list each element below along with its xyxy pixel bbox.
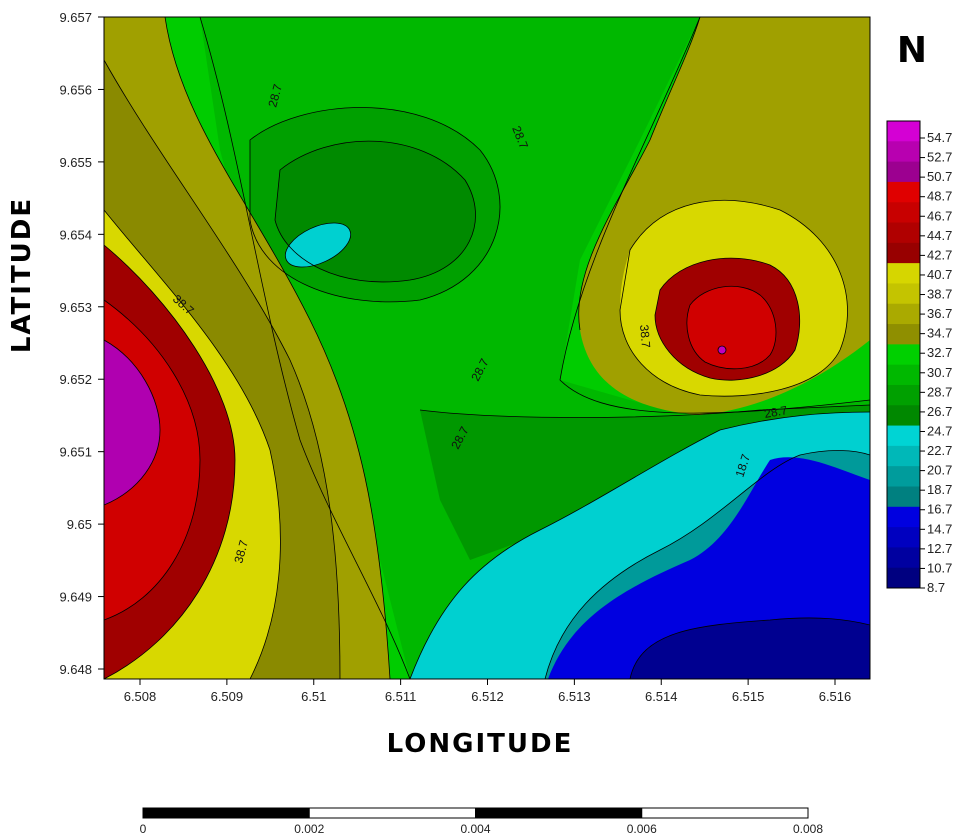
contour-label: 38.7 [637,324,653,349]
legend-swatch [887,486,920,508]
navy-band [630,617,870,679]
legend-swatch [887,547,920,569]
legend-swatch [887,242,920,264]
y-tick-label: 9.648 [59,662,92,677]
legend-swatch [887,506,920,528]
cyan-low-spot [284,222,352,268]
x-tick-label: 6.514 [645,689,678,704]
legend-swatch [887,466,920,487]
legend-label: 10.7 [927,560,952,575]
x-tick-label: 6.513 [558,689,591,704]
scale-bar-segment [308,807,476,819]
legend-swatch [887,202,920,224]
y-tick-label: 9.649 [59,590,92,605]
legend-label: 20.7 [927,463,952,478]
legend-swatch [887,527,920,548]
x-tick-label: 6.509 [211,689,244,704]
legend-swatch [887,222,920,244]
legend-swatch [887,141,920,163]
legend-label: 22.7 [927,443,952,458]
legend-label: 50.7 [927,169,952,184]
x-tick-label: 6.511 [385,689,417,704]
x-tick-label: 6.515 [732,689,765,704]
legend-label: 38.7 [927,287,952,302]
legend-label: 40.7 [927,267,952,282]
legend-swatch [887,445,920,467]
y-tick-label: 9.65 [67,517,92,532]
legend-label: 54.7 [927,130,952,145]
scale-bar-label: 0.002 [294,822,324,836]
legend-label: 14.7 [927,521,952,536]
x-tick-label: 6.508 [124,689,157,704]
right-peak-marker [717,345,727,355]
contour-label: 28.7 [265,82,285,108]
scale-bar-segment [142,807,310,819]
y-tick-label: 9.655 [59,155,92,170]
contour-label-group: 28.7 28.7 28.7 28.7 28.7 38.7 38.7 38.7 … [170,82,789,564]
legend-label: 48.7 [927,189,952,204]
scale-bar-segment [475,807,643,819]
legend-swatch [887,384,920,406]
x-axis-title: LONGITUDE [387,729,574,759]
legend-swatch [887,181,920,203]
legend-label: 16.7 [927,502,952,517]
legend-label: 34.7 [927,326,952,341]
contour-label: 18.7 [733,452,754,479]
legend-label: 28.7 [927,384,952,399]
y-tick-label: 9.656 [59,82,92,97]
scale-bar-label: 0 [140,822,147,836]
x-tick-label: 6.516 [819,689,852,704]
legend-label: 32.7 [927,345,952,360]
legend-swatch [887,364,920,386]
x-axis: 6.508 6.509 6.51 6.511 6.512 6.513 6.514 6.515 6… [124,679,852,704]
x-tick-label: 6.512 [471,689,504,704]
y-tick-label: 9.651 [59,445,92,460]
legend-label: 46.7 [927,208,952,223]
left-magenta-band [104,340,160,505]
legend-label: 26.7 [927,404,952,419]
y-axis-title: LATITUDE [7,197,37,353]
legend-label: 44.7 [927,228,952,243]
legend-swatch [887,283,920,305]
contour-plot-area: 28.7 28.7 28.7 28.7 28.7 38.7 38.7 38.7 … [104,17,870,679]
legend-label: 42.7 [927,247,952,262]
legend-label: 8.7 [927,580,945,595]
y-tick-label: 9.652 [59,372,92,387]
legend-frame [886,120,921,589]
contour-label: 38.7 [231,538,251,564]
legend-label: 36.7 [927,306,952,321]
contour-lines [104,17,870,679]
legend-label: 12.7 [927,541,952,556]
legend-swatch [887,344,920,366]
legend-swatch [887,324,920,345]
x-tick-label: 6.51 [301,689,326,704]
right-red-band [686,286,776,369]
legend-label: 52.7 [927,150,952,165]
y-tick-label: 9.657 [59,10,92,25]
contour-label: 28.7 [763,403,789,421]
legend-label: 18.7 [927,482,952,497]
scale-bar-label: 0.004 [460,822,490,836]
legend-swatch [887,263,920,284]
legend-swatch [887,567,920,589]
legend: 54.7 52.7 50.7 48.7 46.7 44.7 42.7 40.7 38.7 36.7… [886,120,952,595]
scale-bar-label: 0.008 [793,822,823,836]
legend-label: 24.7 [927,423,952,438]
scale-bar: 0 0.002 0.004 0.006 0.008 [140,807,823,836]
legend-swatch [887,121,920,142]
legend-swatch [887,405,920,427]
scale-bar-segment [641,807,809,819]
legend-swatch [887,303,920,325]
north-label: N [897,30,927,71]
scale-bar-label: 0.006 [627,822,657,836]
y-tick-label: 9.654 [59,227,92,242]
legend-label: 30.7 [927,365,952,380]
legend-swatch [887,425,920,447]
y-tick-label: 9.653 [59,300,92,315]
y-axis: 9.657 9.656 9.655 9.654 9.653 9.652 9.651 9.65 9… [59,10,104,677]
legend-swatch [887,161,920,183]
